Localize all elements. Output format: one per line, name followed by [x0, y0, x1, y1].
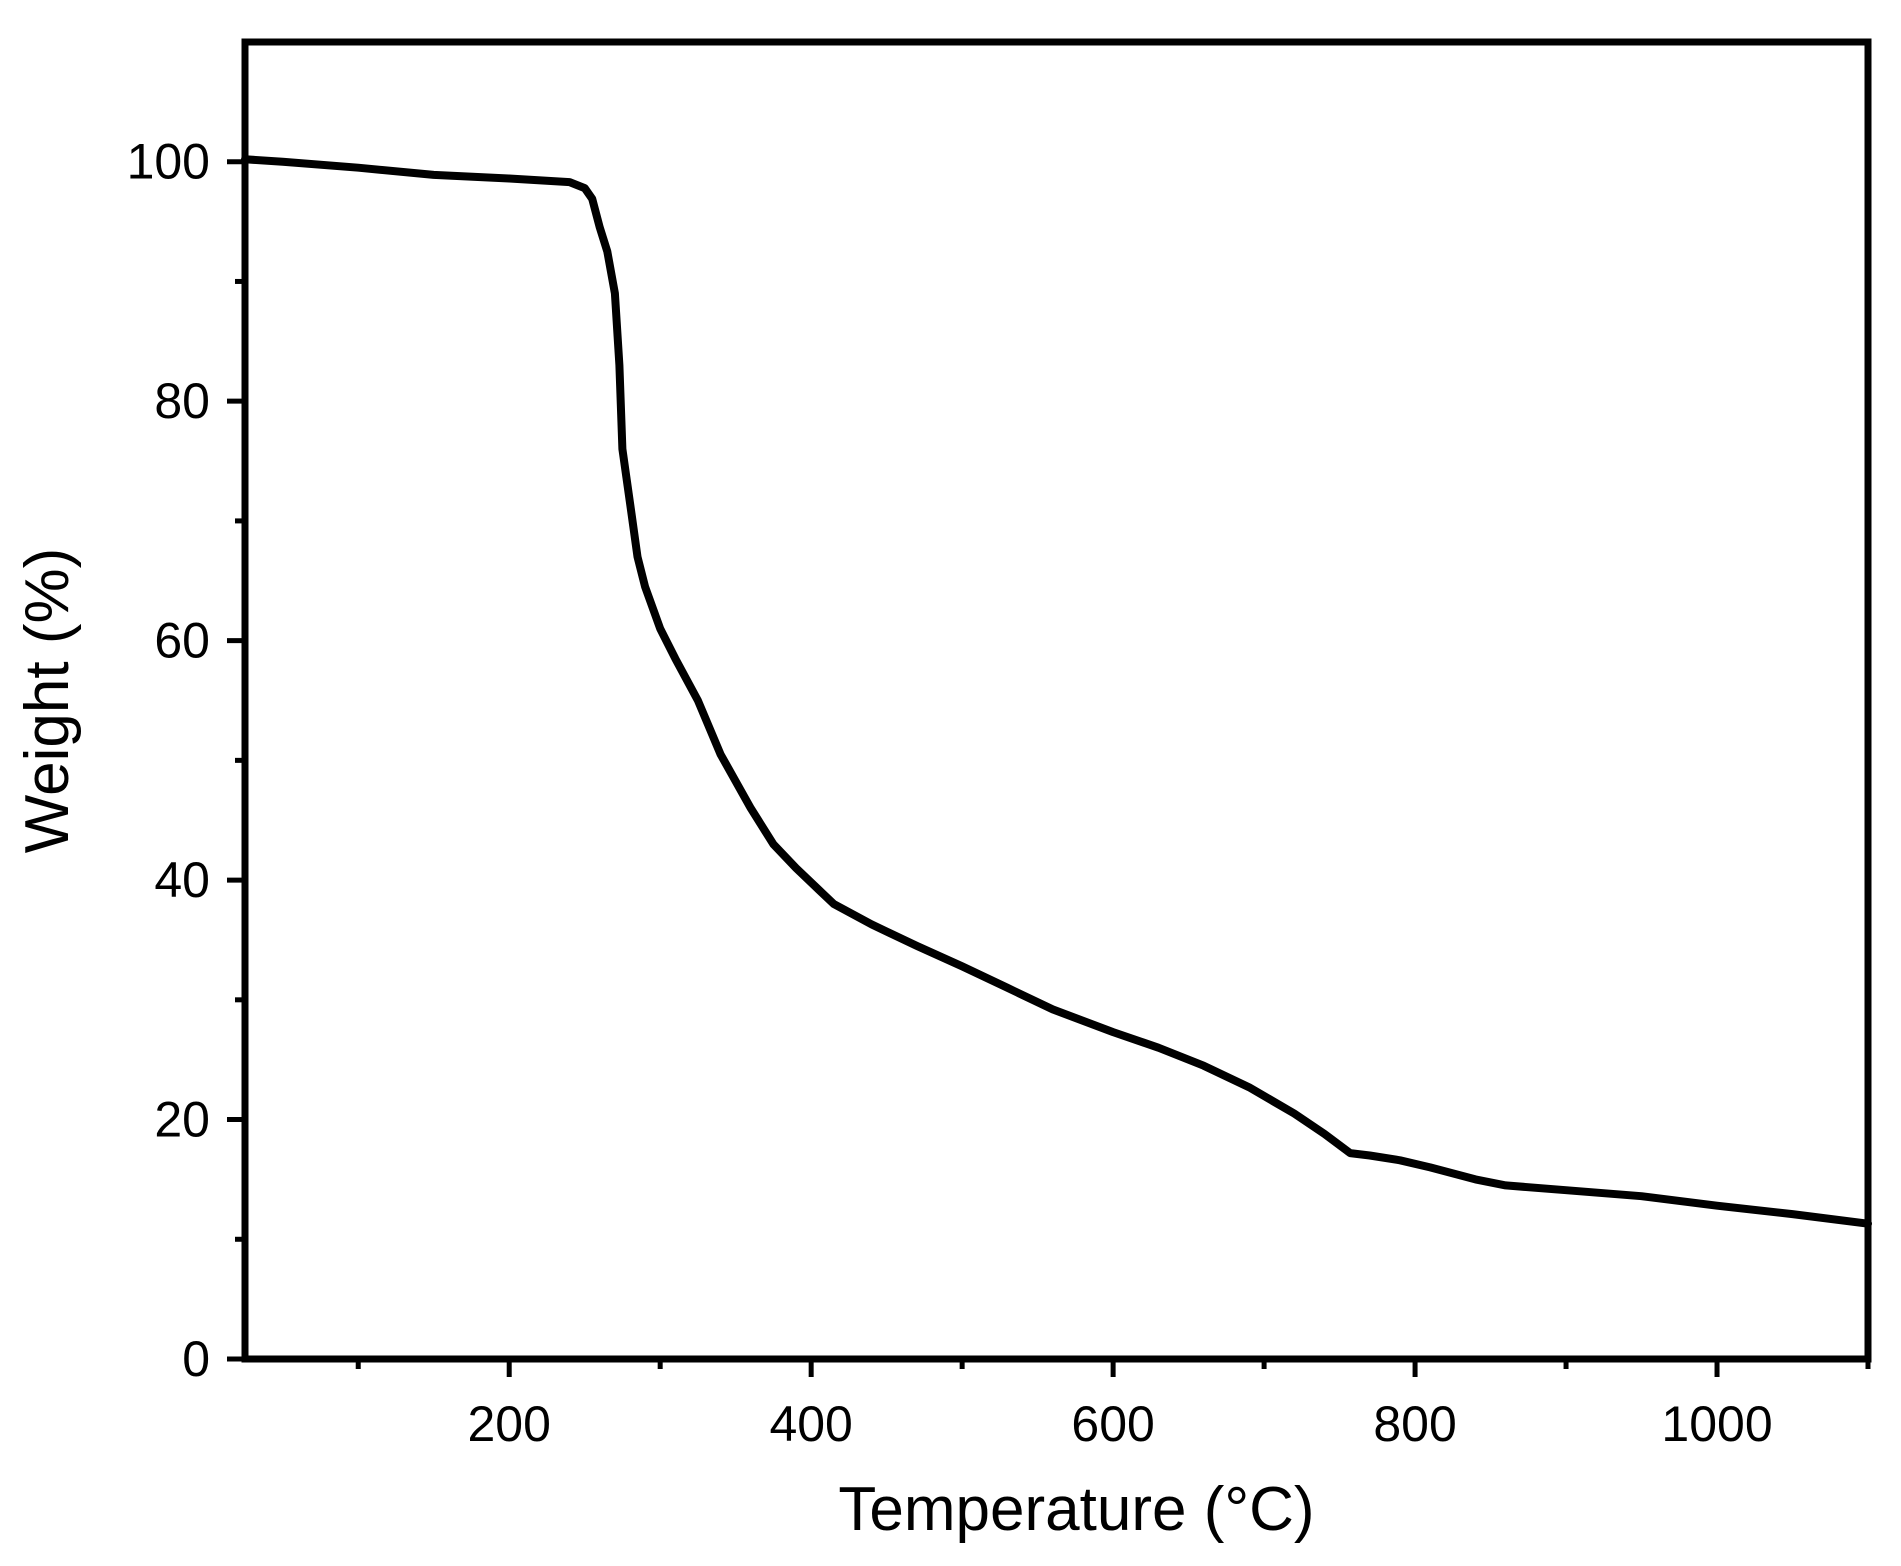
x-tick-label: 800 [1373, 1396, 1456, 1452]
y-tick-label: 60 [154, 613, 210, 669]
x-tick-label: 400 [769, 1396, 852, 1452]
x-tick-label: 200 [467, 1396, 550, 1452]
tga-curve [241, 155, 1872, 1228]
y-tick-label: 40 [154, 852, 210, 908]
x-axis-title: Temperature (°C) [838, 1475, 1314, 1544]
y-tick-label: 20 [154, 1092, 210, 1148]
tick-labels: 200 400 600 800 1000 0 20 40 60 80 100 [127, 134, 1773, 1452]
x-tick-label: 1000 [1661, 1396, 1772, 1452]
y-tick-label: 100 [127, 134, 210, 190]
y-axis-title: Weight (%) [13, 548, 82, 854]
y-tick-label: 0 [182, 1331, 210, 1387]
plot-area [241, 155, 1872, 1228]
y-tick-label: 80 [154, 373, 210, 429]
x-tick-label: 600 [1071, 1396, 1154, 1452]
plot-frame [241, 38, 1872, 1363]
